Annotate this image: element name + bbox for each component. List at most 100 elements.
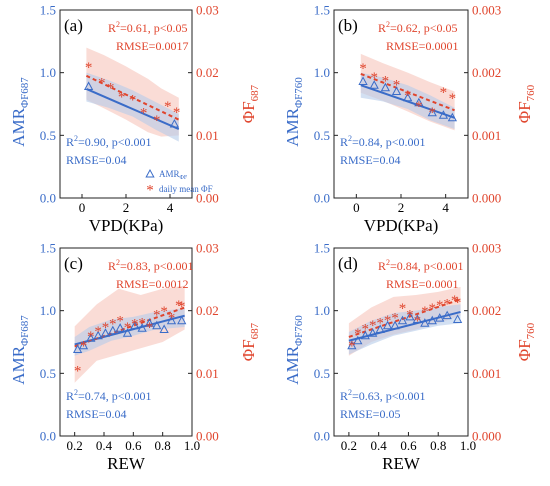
amr-point: [130, 320, 140, 330]
amr-point: [403, 92, 413, 102]
stats-top-rmse: RMSE=0.0017: [116, 39, 188, 53]
stats-bottom-r2: R2=0.63, p<0.001: [340, 388, 426, 403]
amr-point: [427, 315, 437, 325]
phi-point: *: [131, 317, 139, 333]
amr-point: [382, 320, 393, 330]
amr-point: [159, 324, 169, 333]
x-tick-label: 0.8: [430, 438, 446, 453]
y-tick-label: 0.0: [314, 429, 330, 444]
y-tick-label: 1.5: [40, 3, 56, 18]
amr-fit-line: [360, 84, 455, 119]
phi-point: *: [440, 85, 448, 101]
phi-point: *: [369, 318, 377, 334]
panel-label: (c): [64, 254, 83, 273]
y2-tick-label: 0.001: [472, 366, 501, 381]
phi-point: *: [370, 70, 378, 86]
x-tick-label: 0.8: [155, 438, 171, 453]
amr-fit-line: [86, 88, 180, 130]
amr-point: [390, 320, 400, 330]
stats-bottom-r2: R2=0.84, p<0.001: [340, 134, 426, 149]
phi-point: *: [153, 113, 161, 129]
y2-tick-label: 0.00: [196, 191, 219, 206]
amr-point: [122, 328, 133, 337]
y-axis-label: AMRΦF687: [9, 315, 31, 385]
x-axis-label: REW: [107, 454, 146, 473]
amr-point: [93, 330, 103, 340]
phi-point: *: [436, 298, 444, 314]
phi-point: *: [85, 60, 93, 76]
y2-tick-label: 0.00: [196, 429, 219, 444]
phi-point: *: [382, 74, 390, 90]
amr-point: [78, 340, 89, 350]
phi-point: *: [129, 92, 137, 108]
panel-label: (a): [64, 16, 83, 35]
phi-fit-line: [348, 298, 461, 338]
amr-point: [152, 320, 162, 330]
phi-point: *: [454, 295, 462, 311]
amr-point: [397, 315, 408, 325]
x-tick-label: 0.2: [67, 438, 83, 453]
phi-point: *: [421, 304, 429, 320]
stats-bottom-rmse: RMSE=0.05: [340, 407, 400, 421]
phi-point: *: [443, 297, 451, 313]
y-tick-label: 1.5: [314, 3, 330, 18]
panel-label: (b): [338, 16, 358, 35]
phi-fit-line: [360, 72, 455, 112]
y2-axis-label: ΦF687: [239, 84, 261, 123]
x-axis-label: VPD(KPa): [89, 216, 164, 235]
y-tick-label: 0.5: [314, 366, 330, 381]
phi-point: *: [80, 339, 88, 355]
phi-point: *: [124, 320, 132, 336]
y-axis-label: AMRΦF687: [9, 77, 31, 147]
amr-point: [438, 110, 449, 119]
stats-top-r2: R2=0.62, p<0.05: [378, 20, 458, 35]
phi-point: *: [406, 307, 414, 323]
phi-point: *: [153, 307, 161, 323]
phi-point: *: [415, 99, 423, 115]
amr-point: [137, 323, 147, 332]
y2-tick-label: 0.02: [196, 303, 219, 318]
phi-point: *: [140, 106, 148, 122]
phi-point: *: [109, 317, 117, 333]
amr-point: [169, 119, 180, 128]
y-tick-label: 0.0: [314, 191, 330, 206]
x-tick-label: 0: [353, 200, 360, 215]
y-axis-label: AMRΦF760: [283, 315, 305, 385]
legend-phi-label: daily mean ΦF: [159, 184, 213, 194]
amr-point: [420, 318, 430, 327]
phi-point: *: [102, 320, 110, 336]
amr-point: [83, 81, 94, 90]
amr-point: [368, 328, 378, 337]
phi-point: *: [178, 299, 186, 315]
amr-point: [347, 340, 357, 350]
phi-point: *: [429, 105, 437, 121]
phi-point: *: [384, 313, 392, 329]
plot-frame: [59, 247, 193, 437]
y2-axis-label: ΦF760: [515, 84, 537, 123]
x-tick-label: 0.4: [371, 438, 388, 453]
y-tick-label: 1.0: [314, 65, 330, 80]
phi-point: *: [362, 322, 370, 338]
phi-point: *: [94, 324, 102, 340]
amr-point: [414, 97, 424, 107]
y-tick-label: 0.5: [40, 366, 56, 381]
phi-point: *: [359, 61, 367, 77]
phi-point: *: [107, 81, 115, 97]
x-tick-label: 2: [398, 200, 405, 215]
phi-point: *: [348, 339, 356, 355]
stats-top-r2: R2=0.84, p<0.001: [378, 258, 464, 273]
amr-point: [108, 325, 118, 335]
x-tick-label: 4: [167, 200, 174, 215]
legend-amr-marker: [145, 168, 155, 178]
legend-amr-label: AMRΦF: [159, 169, 188, 181]
panel-c: *** * * * * * * * ** * ***0.2 0.4 0.6 0.8 1.00.00.51.0…: [9, 241, 261, 474]
x-tick-label: 0.2: [341, 438, 357, 453]
amr-point: [353, 335, 363, 345]
y2-tick-label: 0.03: [196, 241, 219, 256]
amr-point: [115, 323, 125, 332]
amr-point: [391, 86, 402, 95]
amr-confidence-band: [86, 72, 179, 142]
x-axis-label: VPD(KPa): [364, 216, 439, 235]
panel-label: (d): [338, 254, 358, 273]
amr-point: [360, 330, 370, 340]
